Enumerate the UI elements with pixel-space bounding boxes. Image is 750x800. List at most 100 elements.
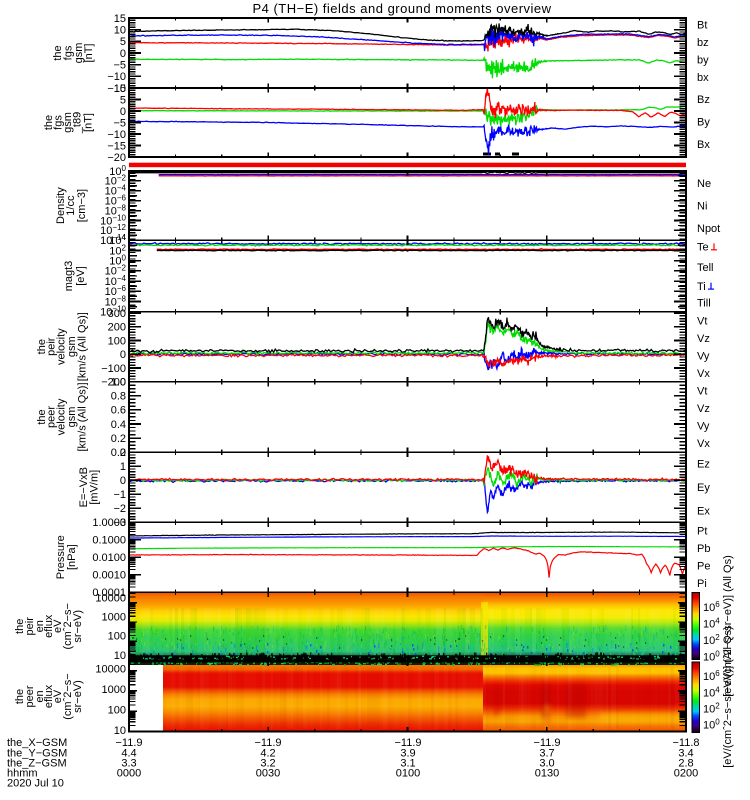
svg-text:−20: −20 [107, 152, 126, 164]
svg-text:−11.9: −11.9 [394, 737, 421, 749]
svg-text:0: 0 [120, 48, 126, 60]
svg-text:[nT]: [nT] [83, 44, 95, 63]
svg-text:Density: Density [55, 187, 67, 224]
svg-text:Vz: Vz [697, 333, 710, 345]
svg-text:1.0000: 1.0000 [92, 517, 126, 529]
svg-text:−15: −15 [107, 83, 126, 95]
svg-text:10000: 10000 [95, 663, 126, 675]
svg-text:0: 0 [120, 106, 126, 118]
svg-text:Ti: Ti [697, 281, 706, 293]
svg-text:Ez: Ez [697, 459, 710, 471]
svg-text:3.4: 3.4 [678, 748, 693, 760]
svg-text:1000: 1000 [102, 612, 126, 624]
svg-text:5: 5 [120, 36, 126, 48]
svg-text:10: 10 [114, 725, 126, 737]
svg-text:0.4: 0.4 [111, 419, 126, 431]
svg-text:15: 15 [114, 13, 126, 25]
svg-text:E=−VxB: E=−VxB [78, 467, 90, 507]
svg-text:gsm: gsm [66, 407, 78, 428]
svg-text:[mV/m]: [mV/m] [89, 470, 101, 505]
svg-text:bx: bx [697, 72, 709, 84]
svg-text:fgs: fgs [53, 115, 65, 130]
svg-text:0.0100: 0.0100 [92, 552, 126, 564]
svg-text:2.8: 2.8 [678, 758, 693, 770]
svg-text:−10: −10 [107, 129, 126, 141]
svg-text:Pi: Pi [697, 578, 707, 590]
svg-text:Pressure: Pressure [55, 535, 67, 579]
svg-text:Tell: Tell [697, 262, 714, 274]
svg-text:3.7: 3.7 [539, 748, 554, 760]
svg-text:peer: peer [46, 406, 58, 428]
svg-text:en: en [34, 620, 46, 632]
svg-text:100: 100 [108, 631, 126, 643]
svg-text:Bt: Bt [697, 20, 707, 32]
svg-text:eflux: eflux [43, 614, 55, 638]
svg-text:3.1: 3.1 [400, 758, 415, 770]
svg-text:gsm: gsm [73, 43, 85, 64]
svg-text:1: 1 [120, 461, 126, 473]
svg-text:0130: 0130 [535, 768, 559, 780]
svg-text:by: by [697, 55, 709, 67]
svg-text:Ex: Ex [697, 506, 710, 518]
svg-text:the: the [36, 339, 48, 354]
svg-text:the: the [14, 689, 26, 704]
svg-text:10000: 10000 [95, 592, 126, 604]
svg-text:By: By [697, 117, 710, 129]
svg-text:0.8: 0.8 [111, 391, 126, 403]
svg-text:−10: −10 [107, 71, 126, 83]
svg-text:eV: eV [52, 619, 64, 633]
svg-text:−11.9: −11.9 [533, 737, 560, 749]
svg-text:Bx: Bx [697, 139, 710, 151]
svg-text:1/cc: 1/cc [65, 195, 77, 216]
svg-text:−100: −100 [101, 363, 126, 375]
svg-text:[km/s (All Qs)]: [km/s (All Qs)] [77, 382, 89, 451]
svg-text:Ni: Ni [697, 200, 707, 212]
svg-text:0.0010: 0.0010 [92, 570, 126, 582]
svg-text:Ey: Ey [697, 482, 710, 494]
svg-text:Vy: Vy [697, 351, 710, 363]
svg-text:gsm: gsm [62, 112, 74, 133]
svg-text:P4 (TH−E) fields and ground mo: P4 (TH−E) fields and ground moments over… [252, 1, 551, 16]
svg-text:5: 5 [120, 94, 126, 106]
svg-text:the: the [14, 619, 26, 634]
svg-text:−5: −5 [113, 60, 126, 72]
svg-text:2020 Jul 10: 2020 Jul 10 [7, 778, 64, 790]
svg-text:the: the [52, 45, 64, 60]
svg-text:sr−eV): sr−eV) [72, 610, 84, 643]
svg-text:−15: −15 [107, 140, 126, 152]
svg-text:Vy: Vy [697, 421, 710, 433]
svg-text:0.1000: 0.1000 [92, 535, 126, 547]
svg-text:[eV/(cmˆ2−s−sr−eV)] (All Qs): [eV/(cmˆ2−s−sr−eV)] (All Qs) [722, 626, 734, 768]
svg-text:(cmˆ2−s−: (cmˆ2−s− [62, 673, 74, 719]
svg-text:magt3: magt3 [63, 261, 75, 292]
svg-text:−5: −5 [113, 117, 126, 129]
svg-text:0.6: 0.6 [111, 405, 126, 417]
svg-text:−3: −3 [113, 517, 126, 529]
svg-text:the_X−GSM: the_X−GSM [7, 737, 67, 749]
svg-text:[cm−3]: [cm−3] [76, 189, 88, 222]
svg-text:0: 0 [120, 349, 126, 361]
svg-text:0100: 0100 [396, 768, 420, 780]
svg-text:−11.9: −11.9 [254, 737, 281, 749]
svg-text:−1: −1 [113, 489, 126, 501]
svg-text:−200: −200 [101, 377, 126, 389]
svg-text:100: 100 [108, 704, 126, 716]
svg-text:−11.9: −11.9 [115, 737, 142, 749]
svg-text:0000: 0000 [117, 768, 141, 780]
svg-text:[eV/(cmˆ2−s−sr−eV)] (All Qs): [eV/(cmˆ2−s−sr−eV)] (All Qs) [722, 555, 734, 697]
svg-text:10: 10 [114, 25, 126, 37]
svg-text:4.2: 4.2 [260, 748, 275, 760]
svg-text:1.0: 1.0 [111, 377, 126, 389]
svg-text:3.9: 3.9 [400, 748, 415, 760]
svg-text:Pt: Pt [697, 526, 707, 538]
svg-text:0030: 0030 [256, 768, 280, 780]
svg-text:1000: 1000 [102, 684, 126, 696]
svg-text:−11.8: −11.8 [672, 737, 699, 749]
svg-text:peir: peir [24, 617, 36, 636]
svg-text:[nT]: [nT] [83, 113, 95, 132]
svg-text:the_Z−GSM: the_Z−GSM [7, 758, 67, 770]
svg-text:0.2: 0.2 [111, 433, 126, 445]
svg-text:(cmˆ2−s−: (cmˆ2−s− [62, 603, 74, 649]
svg-text:Bz: Bz [697, 94, 710, 106]
svg-text:peir: peir [46, 337, 58, 356]
